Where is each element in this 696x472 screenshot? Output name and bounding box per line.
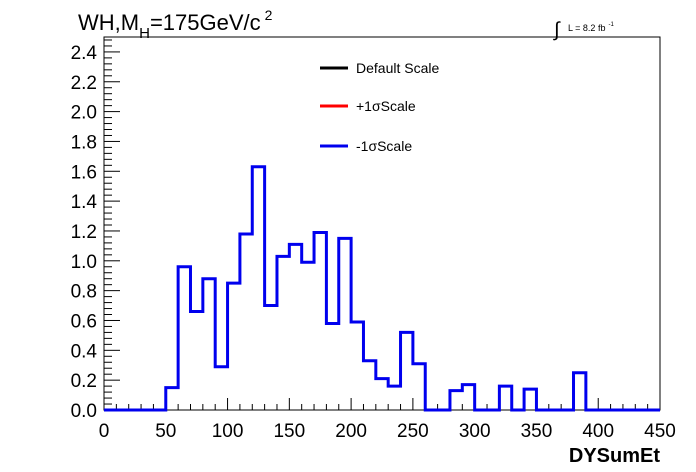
legend-label-plus1sigma: +1σScale [356, 98, 416, 114]
x-axis: 0 50 100 150 200 250 300 350 400 450 [99, 398, 676, 442]
legend-label-default: Default Scale [356, 60, 439, 76]
legend-label-minus1sigma: -1σScale [356, 138, 412, 154]
legend: Default Scale +1σScale -1σScale [320, 60, 439, 154]
plot-frame [103, 36, 661, 411]
lumi-superscript: -1 [608, 22, 614, 28]
x-tick-label: 50 [155, 421, 176, 442]
y-axis: 0.0 0.2 0.4 0.6 0.8 1.0 1.2 1.4 1.6 1.8 2.0 2.2 2.4 [71, 39, 120, 422]
series-line-minus1sigma [104, 165, 660, 412]
x-tick-label: 250 [397, 421, 429, 442]
lumi-integral-symbol: ∫ [553, 19, 561, 41]
mass-superscript: 2 [265, 7, 273, 23]
y-tick-label: 2.4 [71, 43, 98, 64]
y-tick-label: 0.4 [71, 341, 98, 362]
x-tick-label: 150 [273, 421, 305, 442]
x-tick-label: 100 [212, 421, 244, 442]
y-tick-label: 1.8 [71, 132, 97, 153]
x-axis-label: DYSumEt [569, 445, 660, 467]
lumi-text: L = 8.2 fb -1 [568, 22, 614, 33]
y-tick-label: 1.2 [71, 222, 97, 243]
y-tick-label: 0.6 [71, 311, 97, 332]
x-tick-label: 200 [335, 421, 367, 442]
y-tick-label: 2.2 [71, 73, 97, 94]
series-layer [104, 165, 660, 412]
y-tick-label: 2.0 [71, 103, 97, 124]
process-subscript: H [139, 25, 150, 42]
x-tick-label: 350 [521, 421, 553, 442]
y-tick-label: 1.0 [71, 252, 97, 273]
y-tick-label: 1.6 [71, 162, 97, 183]
y-tick-label: 0.0 [71, 401, 97, 422]
y-tick-label: 0.2 [71, 371, 97, 392]
y-tick-label: 1.4 [71, 192, 98, 213]
x-tick-label: 300 [459, 421, 491, 442]
x-tick-label: 450 [644, 421, 676, 442]
process-title: WH,MH=175GeV/c 2 [78, 7, 273, 42]
x-tick-label: 0 [99, 421, 110, 442]
mass-text: =175GeV/c [150, 10, 261, 35]
x-tick-label: 400 [582, 421, 614, 442]
y-tick-label: 0.8 [71, 282, 97, 303]
